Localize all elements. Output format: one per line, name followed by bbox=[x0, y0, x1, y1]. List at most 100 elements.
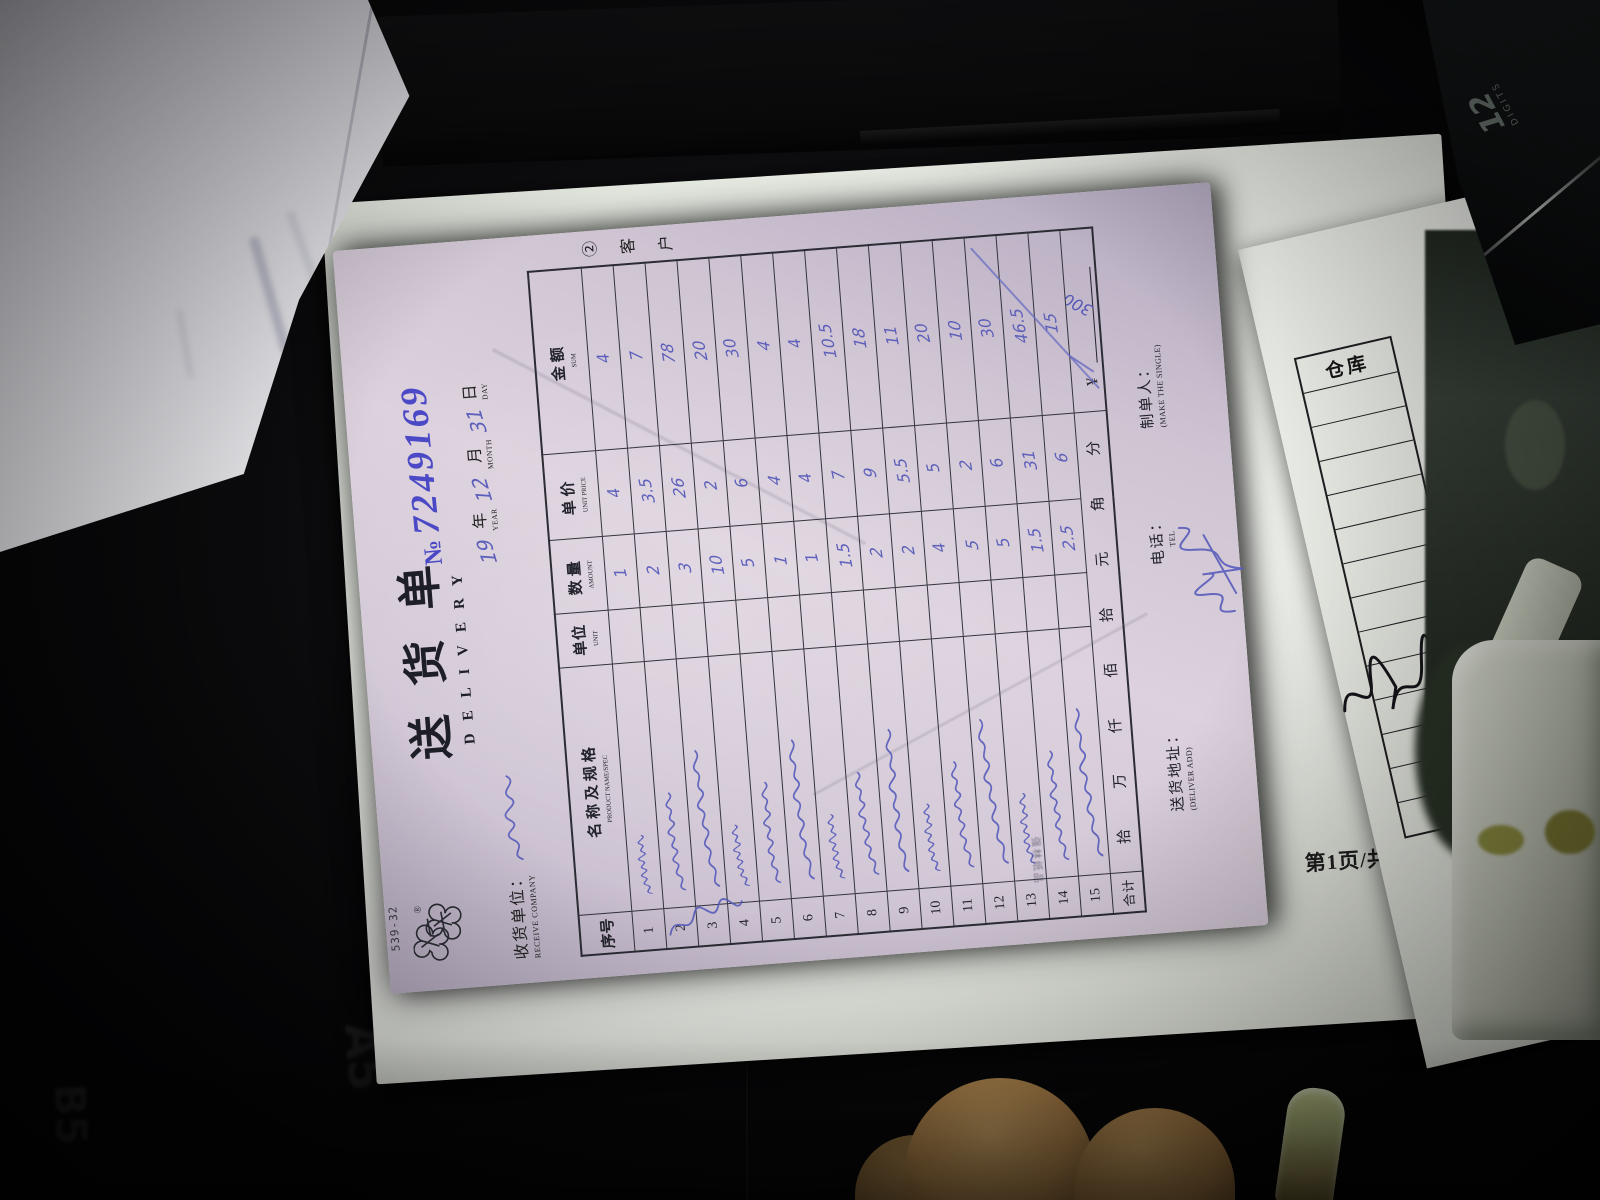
faint-upside-down-print: 强林纸品 bbox=[1029, 836, 1044, 886]
handwritten-price: 5.5 bbox=[889, 457, 914, 484]
col-index: 序号 bbox=[578, 911, 636, 956]
unit-cell bbox=[671, 603, 709, 660]
amount-word-char: 元 bbox=[1094, 551, 1112, 568]
embossed-size-marking-b5: B5 bbox=[45, 1083, 97, 1146]
handwritten-sum: 11 bbox=[879, 325, 903, 347]
registered-mark: ® bbox=[412, 905, 424, 914]
row-number: 14 bbox=[1046, 876, 1082, 919]
unit-cell bbox=[608, 608, 645, 665]
handwritten-price: 7 bbox=[827, 469, 849, 481]
unit-cell bbox=[895, 585, 932, 642]
handwritten-price: 4 bbox=[794, 471, 816, 485]
unit-cell bbox=[831, 590, 868, 647]
amount-word-char: 仟 bbox=[1107, 717, 1125, 734]
handwritten-sum: 4 bbox=[783, 337, 805, 351]
row-number: 7 bbox=[823, 894, 859, 937]
handwritten-sum: 18 bbox=[847, 327, 871, 350]
col-amount: 数量 AMOUNT bbox=[549, 536, 609, 615]
unit-cell bbox=[799, 593, 836, 650]
handwritten-sum: 46.5 bbox=[1005, 307, 1032, 344]
delivery-note-form: 539-32 ® 送货单 DELIVERY №7249169 19 年 YEAR … bbox=[332, 182, 1269, 994]
form-title: 送货单 DELIVERY bbox=[379, 532, 483, 793]
total-label: 合计 bbox=[1119, 877, 1137, 908]
handwritten-amount: 2.5 bbox=[1055, 524, 1079, 551]
unit-cell bbox=[863, 588, 900, 645]
items-table: 序号 名称及规格 PRODUCT NAME/SPEC 单位 UNIT 数量 AMOUN… bbox=[526, 226, 1148, 957]
serial-digits: 7249169 bbox=[392, 382, 449, 537]
handwritten-amount: 2 bbox=[897, 544, 919, 556]
row-number: 13 bbox=[1014, 879, 1050, 922]
amount-word-char: 万 bbox=[1112, 772, 1130, 790]
fingertip bbox=[905, 1078, 1095, 1200]
row-number: 12 bbox=[982, 881, 1018, 924]
handwritten-price: 4 bbox=[602, 486, 625, 500]
handwritten-amount: 5 bbox=[991, 536, 1014, 550]
handwritten-sum: 4 bbox=[592, 352, 614, 366]
handwritten-price: 4 bbox=[763, 474, 785, 486]
handwritten-amount: 10 bbox=[704, 554, 729, 576]
row-number: 5 bbox=[759, 899, 795, 942]
handwritten-price: 3.5 bbox=[634, 477, 659, 504]
fingertip bbox=[1075, 1108, 1235, 1200]
faint-ink-smudge bbox=[285, 210, 325, 298]
yellow-stain bbox=[1545, 810, 1595, 854]
handwritten-price: 5 bbox=[921, 461, 944, 475]
unit-cell bbox=[735, 598, 772, 655]
handwritten-amount: 1 bbox=[800, 551, 822, 565]
faint-ink-smudge bbox=[175, 308, 195, 379]
day-label: 日 DAY bbox=[461, 382, 490, 402]
thumb-nail bbox=[1273, 1084, 1349, 1200]
unit-cell bbox=[1054, 572, 1091, 630]
calculator-digits-label: 12 DIGITS bbox=[1462, 79, 1521, 141]
receiver-label: 收货单位： RECEIVE COMPANY bbox=[507, 868, 543, 961]
row-number: 8 bbox=[855, 891, 891, 935]
handwritten-company bbox=[504, 775, 524, 860]
unit-cell bbox=[991, 578, 1028, 635]
handwritten-sum: 15 bbox=[1039, 312, 1062, 334]
amount-word-char: 分 bbox=[1085, 440, 1104, 457]
handwritten-price: 2 bbox=[954, 459, 976, 471]
handwritten-amount: 5 bbox=[961, 539, 983, 551]
handwritten-amount: 1 bbox=[609, 566, 631, 580]
handwritten-product-name bbox=[923, 804, 941, 872]
amount-word-char: 拾 bbox=[1098, 606, 1117, 623]
handwritten-sum: 4 bbox=[752, 340, 774, 352]
handwritten-sum: 30 bbox=[718, 337, 743, 361]
unit-cell bbox=[927, 583, 964, 640]
date-row: 19 年 YEAR 12 月 MONTH 31 日 DAY bbox=[460, 382, 503, 566]
handwritten-year: 19 bbox=[470, 537, 503, 565]
month-label: 月 MONTH bbox=[465, 438, 495, 470]
green-stain bbox=[1505, 400, 1565, 490]
handwritten-product-name bbox=[637, 835, 653, 895]
handwritten-price: 2 bbox=[699, 479, 721, 491]
handwritten-amount: 4 bbox=[928, 541, 950, 555]
handwritten-amount: 1 bbox=[769, 554, 791, 566]
row-number: 6 bbox=[791, 896, 827, 940]
handwritten-amount: 2 bbox=[642, 564, 664, 576]
handwritten-amount: 1.5 bbox=[1023, 526, 1048, 553]
handwritten-amount: 2 bbox=[865, 546, 887, 559]
total-blank-line bbox=[1089, 267, 1098, 364]
handwritten-sum: 10 bbox=[943, 320, 966, 342]
handwritten-amount: 3 bbox=[674, 561, 695, 574]
col-unit: 单位 UNIT bbox=[554, 610, 613, 669]
handwritten-amount: 1.5 bbox=[831, 541, 857, 569]
handwritten-amount: 5 bbox=[736, 556, 759, 570]
unit-cell bbox=[767, 595, 804, 652]
brand-flower-logo: ® bbox=[410, 896, 472, 966]
form-maker: 制单人： (MAKE THE SINGLE) bbox=[1135, 343, 1169, 430]
unit-cell bbox=[703, 600, 741, 657]
handwritten-price: 6 bbox=[730, 476, 752, 490]
amount-word-char: 角 bbox=[1090, 495, 1108, 512]
bottom-shadow bbox=[0, 1040, 1600, 1200]
handwritten-sum: 30 bbox=[973, 317, 998, 340]
handwritten-price: 26 bbox=[667, 477, 690, 499]
handwritten-sum: 20 bbox=[909, 322, 934, 345]
handwritten-price: 9 bbox=[859, 467, 881, 479]
handwritten-price: 6 bbox=[1050, 452, 1072, 464]
unit-cell bbox=[1022, 575, 1060, 632]
col-price: 单价 UNIT PRICE bbox=[542, 451, 603, 542]
handwritten-day: 31 bbox=[460, 406, 493, 434]
handwritten-price: 31 bbox=[1017, 449, 1041, 471]
